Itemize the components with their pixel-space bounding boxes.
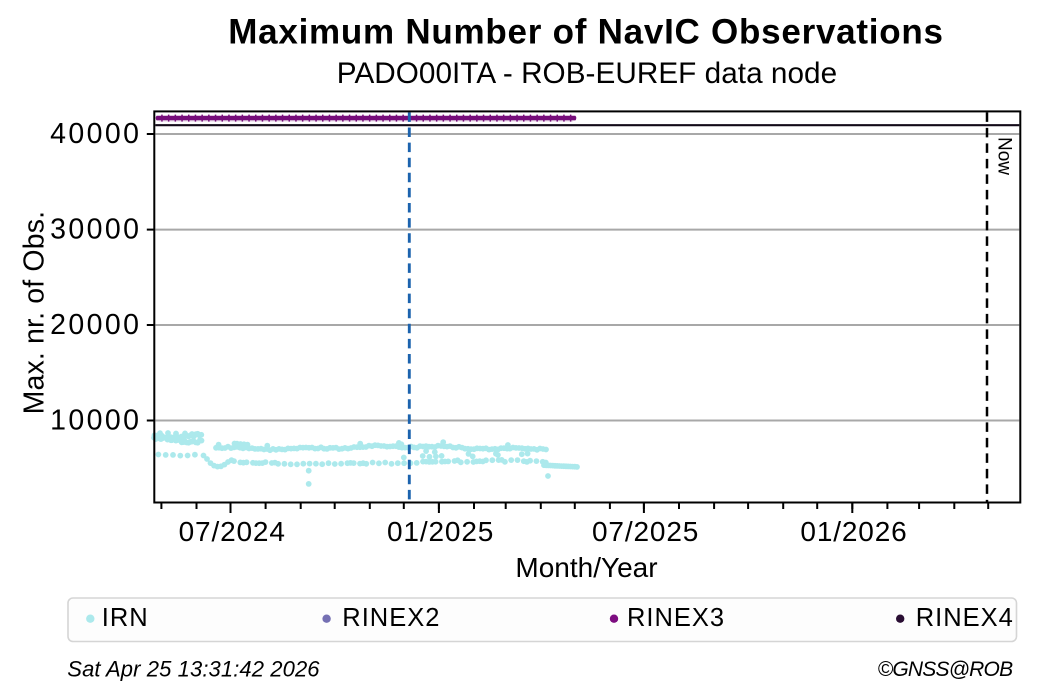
- svg-text:01/2025: 01/2025: [387, 516, 494, 547]
- svg-text:PADO00ITA - ROB-EUREF data nod: PADO00ITA - ROB-EUREF data node: [337, 57, 837, 90]
- svg-text:40000: 40000: [50, 118, 141, 150]
- svg-text:Now: Now: [993, 137, 1014, 175]
- svg-text:RINEX4: RINEX4: [916, 604, 1014, 632]
- svg-text:Sat Apr 25 13:31:42 2026: Sat Apr 25 13:31:42 2026: [67, 657, 320, 682]
- svg-text:Max. nr. of Obs.: Max. nr. of Obs.: [19, 211, 51, 415]
- svg-text:RINEX3: RINEX3: [627, 604, 725, 632]
- svg-text:20000: 20000: [50, 309, 141, 341]
- svg-text:07/2025: 07/2025: [592, 516, 699, 547]
- svg-text:IRN: IRN: [102, 604, 149, 632]
- svg-text:01/2026: 01/2026: [800, 516, 907, 547]
- svg-text:30000: 30000: [50, 214, 141, 246]
- svg-text:Maximum Number of NavIC Observ: Maximum Number of NavIC Observations: [228, 13, 944, 52]
- svg-text:Month/Year: Month/Year: [515, 552, 657, 583]
- svg-text:RINEX2: RINEX2: [342, 604, 440, 632]
- svg-text:10000: 10000: [50, 405, 141, 437]
- svg-text:©GNSS@ROB: ©GNSS@ROB: [878, 658, 1013, 681]
- svg-text:07/2024: 07/2024: [179, 516, 286, 547]
